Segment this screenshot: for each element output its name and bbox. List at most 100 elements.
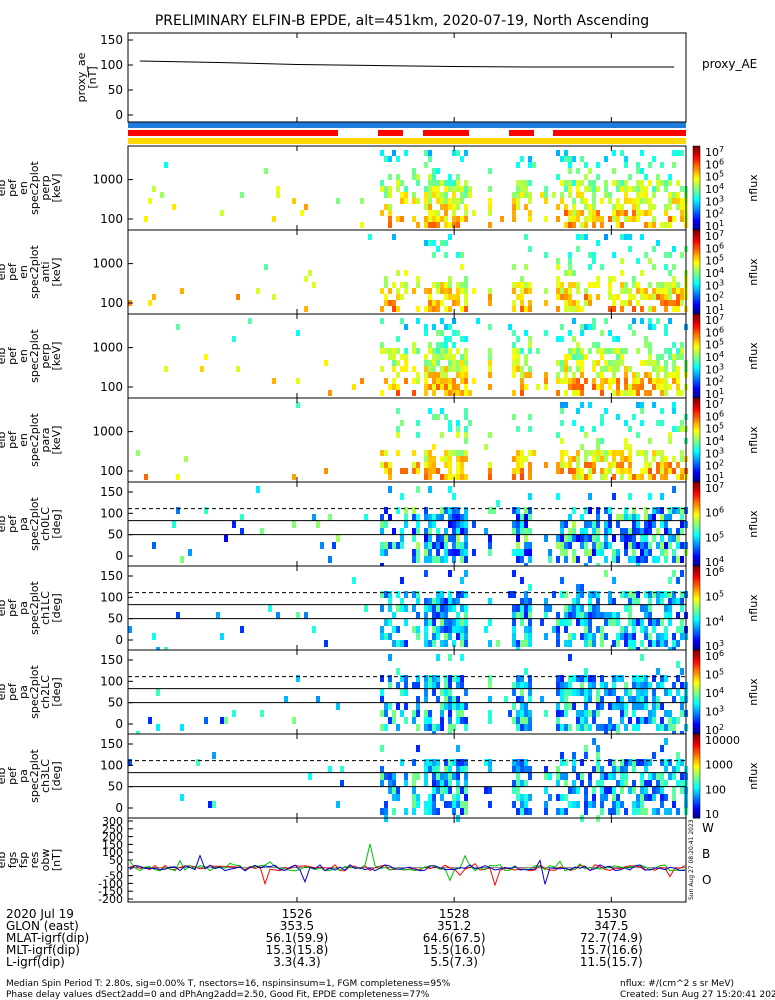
cbar-tick-4-3: 104: [705, 434, 724, 448]
heat-cell: [432, 462, 436, 468]
heat-cell: [628, 288, 632, 294]
heat-cell: [580, 675, 584, 682]
heat-cell: [660, 300, 664, 306]
colorbar-step: [693, 776, 700, 779]
heat-cell: [380, 675, 384, 682]
heat-cell: [616, 801, 620, 808]
heat-cell: [560, 324, 564, 330]
heat-cell: [524, 549, 528, 556]
heat-cell: [644, 372, 648, 378]
heat-cell: [632, 542, 636, 549]
heat-cell: [432, 348, 436, 354]
heat-cell: [672, 408, 676, 414]
heat-cell: [648, 354, 652, 360]
heat-cell: [640, 780, 644, 787]
heat-cell: [448, 360, 452, 366]
heat-cell: [404, 717, 408, 724]
heat-cell: [396, 270, 400, 276]
heat-cell: [384, 204, 388, 210]
heat-cell: [592, 640, 596, 647]
heat-cell: [456, 549, 460, 556]
heat-cell: [488, 324, 492, 330]
heat-cell: [648, 591, 652, 598]
heat-cell: [172, 521, 176, 528]
heat-cell: [440, 626, 444, 633]
heat-cell: [384, 156, 388, 162]
heat-cell: [276, 186, 280, 192]
heat-cell: [464, 336, 468, 342]
heat-cell: [524, 633, 528, 640]
heat-cell: [400, 216, 404, 222]
heat-cell: [396, 787, 400, 794]
heat-cell: [616, 766, 620, 773]
heat-cell: [580, 717, 584, 724]
colorbar-step: [693, 200, 700, 204]
heat-cell: [380, 390, 384, 396]
ytick-label-5-3: 0: [115, 549, 123, 563]
heatmap-cells: [164, 318, 688, 396]
heat-cell: [560, 156, 564, 162]
heat-cell: [616, 549, 620, 556]
heat-cell: [400, 535, 404, 542]
heat-cell: [232, 336, 236, 342]
heat-cell: [652, 204, 656, 210]
heat-cell: [648, 372, 652, 378]
heat-cell: [668, 270, 672, 276]
heat-cell: [616, 612, 620, 619]
heat-cell: [644, 528, 648, 535]
heat-cell: [336, 801, 340, 808]
heat-cell: [520, 300, 524, 306]
heat-cell: [432, 633, 436, 640]
heat-cell: [256, 486, 260, 493]
colorbar-step: [693, 708, 700, 712]
heat-cell: [436, 330, 440, 336]
heat-cell: [624, 162, 628, 168]
heat-cell: [412, 514, 416, 521]
heat-cell: [600, 787, 604, 794]
colorbar-step: [693, 778, 700, 781]
heat-cell: [580, 156, 584, 162]
heat-cell: [416, 372, 420, 378]
colorbar-step: [693, 242, 700, 246]
cbar-tick-4-6: 101: [705, 471, 724, 485]
colorbar-step: [693, 469, 700, 472]
heat-cell: [608, 507, 612, 514]
footer-col1-0: 1528: [439, 907, 470, 921]
heat-cell: [240, 192, 244, 198]
heat-cell: [620, 474, 624, 480]
heat-cell: [248, 318, 252, 324]
heat-cell: [392, 348, 396, 354]
heat-cell: [592, 462, 596, 468]
heat-cell: [672, 366, 676, 372]
heat-cell: [576, 468, 580, 474]
heat-cell: [520, 689, 524, 696]
heat-cell: [444, 348, 448, 354]
colorbar-step: [693, 507, 700, 510]
heat-cell: [604, 474, 608, 480]
heat-cell: [576, 787, 580, 794]
heat-cell: [580, 372, 584, 378]
heat-cell: [600, 414, 604, 420]
heat-cell: [464, 180, 468, 186]
heat-cell: [616, 348, 620, 354]
colorbar-step: [693, 209, 700, 212]
heat-cell: [672, 773, 676, 780]
heat-cell: [624, 198, 628, 204]
heat-cell: [576, 384, 580, 390]
heat-cell: [608, 689, 612, 696]
heat-cell: [464, 605, 468, 612]
heat-cell: [568, 535, 572, 542]
ylabel-7-4: ch2LC: [39, 675, 52, 709]
heat-cell: [656, 360, 660, 366]
heat-cell: [404, 270, 408, 276]
heat-cell: [444, 598, 448, 605]
heat-cell: [644, 717, 648, 724]
heat-cell: [612, 168, 616, 174]
heat-cell: [416, 710, 420, 717]
heat-cell: [392, 626, 396, 633]
heat-cell: [396, 605, 400, 612]
heat-cell: [556, 766, 560, 773]
heat-cell: [644, 689, 648, 696]
colorbar-step: [693, 246, 700, 250]
